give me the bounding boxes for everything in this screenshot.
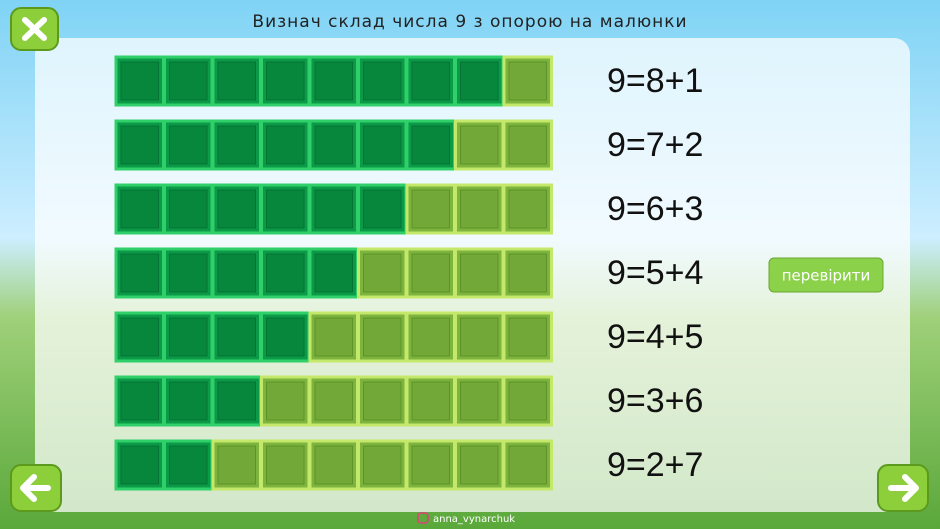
square-inner xyxy=(120,125,159,165)
square-inner xyxy=(120,317,159,357)
square-inner xyxy=(217,445,256,485)
square-inner xyxy=(460,61,499,101)
square-inner xyxy=(266,381,305,421)
square-inner xyxy=(169,189,208,229)
square-inner xyxy=(120,381,159,421)
square-inner xyxy=(120,61,159,101)
equation: 9=3+6 xyxy=(607,382,703,420)
square-inner xyxy=(508,317,547,357)
square-inner xyxy=(169,125,208,165)
square-inner xyxy=(266,125,305,165)
square-inner xyxy=(169,317,208,357)
equation: 9=4+5 xyxy=(607,318,703,356)
square-inner xyxy=(169,253,208,293)
square-inner xyxy=(314,381,353,421)
square-inner xyxy=(508,125,547,165)
equation: 9=6+3 xyxy=(607,190,703,228)
equation: 9=8+1 xyxy=(607,62,703,100)
square-inner xyxy=(314,253,353,293)
check-label[interactable]: перевірити xyxy=(782,267,871,285)
equation: 9=5+4 xyxy=(607,254,703,292)
square-inner xyxy=(266,61,305,101)
instagram-icon xyxy=(417,512,429,524)
square-inner xyxy=(169,381,208,421)
square-inner xyxy=(508,189,547,229)
square-inner xyxy=(169,61,208,101)
square-inner xyxy=(411,125,450,165)
square-inner xyxy=(363,253,402,293)
square-inner xyxy=(411,317,450,357)
square-inner xyxy=(217,253,256,293)
square-inner xyxy=(460,189,499,229)
next-button[interactable] xyxy=(877,464,929,512)
square-inner xyxy=(217,61,256,101)
square-inner xyxy=(266,253,305,293)
square-inner xyxy=(363,381,402,421)
square-inner xyxy=(460,381,499,421)
square-inner xyxy=(314,317,353,357)
square-inner xyxy=(363,189,402,229)
equation: 9=7+2 xyxy=(607,126,703,164)
square-inner xyxy=(266,317,305,357)
square-inner xyxy=(120,445,159,485)
footer: anna_vynarchuk xyxy=(433,514,515,525)
square-inner xyxy=(314,125,353,165)
close-button[interactable] xyxy=(10,7,59,51)
title: Визнач склад числа 9 з опорою на малюнки xyxy=(252,12,687,32)
square-inner xyxy=(363,445,402,485)
square-inner xyxy=(266,445,305,485)
square-inner xyxy=(508,445,547,485)
equation: 9=2+7 xyxy=(607,446,703,484)
square-inner xyxy=(217,189,256,229)
square-inner xyxy=(411,61,450,101)
square-inner xyxy=(411,445,450,485)
square-inner xyxy=(363,125,402,165)
check-button[interactable]: перевірити xyxy=(768,257,884,293)
back-button[interactable] xyxy=(10,464,62,512)
square-inner xyxy=(411,381,450,421)
square-inner xyxy=(266,189,305,229)
square-inner xyxy=(120,253,159,293)
square-inner xyxy=(217,317,256,357)
square-inner xyxy=(460,253,499,293)
square-inner xyxy=(363,317,402,357)
square-inner xyxy=(217,125,256,165)
square-inner xyxy=(363,61,402,101)
square-inner xyxy=(508,253,547,293)
square-inner xyxy=(508,61,547,101)
square-inner xyxy=(314,445,353,485)
square-inner xyxy=(314,61,353,101)
square-inner xyxy=(460,445,499,485)
square-inner xyxy=(508,381,547,421)
square-inner xyxy=(460,317,499,357)
square-inner xyxy=(411,253,450,293)
square-inner xyxy=(314,189,353,229)
square-inner xyxy=(217,381,256,421)
square-inner xyxy=(460,125,499,165)
square-inner xyxy=(120,189,159,229)
square-inner xyxy=(411,189,450,229)
square-inner xyxy=(169,445,208,485)
